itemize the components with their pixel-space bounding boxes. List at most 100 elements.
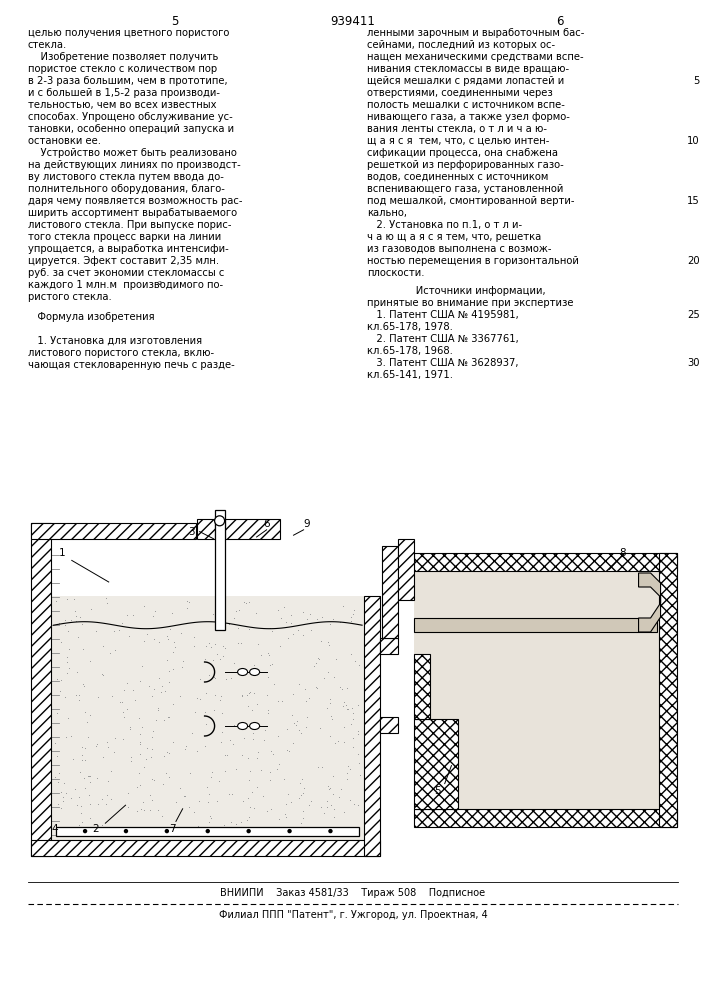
Text: сификации процесса, она снабжена: сификации процесса, она снабжена: [367, 148, 558, 158]
Bar: [380, 717, 397, 733]
Bar: [364, 596, 380, 856]
Point: [316, 759, 327, 775]
Point: [152, 702, 163, 718]
Point: [301, 611, 312, 627]
Text: 1. Патент США № 4195981,: 1. Патент США № 4195981,: [367, 310, 519, 320]
Point: [287, 626, 298, 642]
Point: [286, 794, 297, 810]
Point: [168, 634, 179, 650]
Point: [235, 635, 247, 651]
Circle shape: [287, 829, 292, 833]
Point: [194, 793, 205, 809]
Point: [267, 656, 278, 672]
Point: [126, 753, 137, 769]
Text: цируется. Эфект составит 2,35 млн.: цируется. Эфект составит 2,35 млн.: [28, 256, 219, 266]
Point: [62, 710, 74, 726]
Point: [263, 669, 274, 685]
Point: [109, 642, 120, 658]
Point: [326, 708, 337, 724]
Point: [59, 689, 71, 705]
Point: [220, 640, 231, 656]
Point: [192, 690, 203, 706]
Point: [83, 768, 95, 784]
Point: [156, 678, 168, 694]
Point: [53, 615, 64, 631]
Point: [90, 738, 102, 754]
Point: [233, 602, 245, 618]
Point: [49, 769, 61, 785]
Point: [245, 799, 256, 815]
Point: [348, 796, 359, 812]
Point: [272, 761, 284, 777]
Point: [203, 667, 214, 683]
Point: [248, 657, 259, 673]
Text: кл.65-141, 1971.: кл.65-141, 1971.: [367, 370, 453, 380]
Point: [55, 634, 66, 650]
Text: 7: 7: [169, 824, 176, 834]
Text: чающая стекловаренную печь с разде-: чающая стекловаренную печь с разде-: [28, 360, 235, 370]
Text: ностью перемещения в горизонтальной: ностью перемещения в горизонтальной: [367, 256, 579, 266]
Point: [146, 792, 158, 808]
Point: [79, 752, 90, 768]
Text: ленными зарочным и выработочным бас-: ленными зарочным и выработочным бас-: [367, 28, 585, 38]
Text: нащен механическими средствами вспе-: нащен механическими средствами вспе-: [367, 52, 583, 62]
Point: [71, 608, 82, 624]
Point: [136, 658, 147, 674]
Point: [242, 812, 253, 828]
Bar: [225, 519, 280, 539]
Point: [302, 709, 313, 725]
Point: [339, 804, 350, 820]
Point: [283, 786, 294, 802]
Point: [262, 702, 274, 718]
Point: [62, 591, 73, 607]
Point: [206, 764, 218, 780]
Point: [274, 638, 286, 654]
Point: [171, 794, 182, 810]
Point: [134, 710, 145, 726]
Point: [249, 717, 260, 733]
Point: [211, 822, 222, 838]
Point: [161, 652, 173, 668]
Point: [217, 824, 228, 840]
Text: кл.65-178, 1978.: кл.65-178, 1978.: [367, 322, 453, 332]
Point: [334, 679, 346, 695]
Point: [341, 697, 352, 713]
Point: [300, 681, 311, 697]
Point: [203, 635, 214, 651]
Point: [335, 781, 346, 797]
Point: [85, 796, 96, 812]
Point: [345, 613, 356, 629]
Text: 5: 5: [435, 786, 441, 796]
Point: [84, 653, 95, 669]
Point: [52, 796, 64, 812]
Point: [167, 696, 178, 712]
Point: [246, 721, 257, 737]
Circle shape: [328, 829, 333, 833]
Point: [315, 633, 327, 649]
Point: [60, 785, 71, 801]
Point: [158, 826, 169, 842]
Text: стекла.: стекла.: [28, 40, 67, 50]
Point: [158, 776, 169, 792]
Point: [274, 756, 285, 772]
Point: [148, 723, 159, 739]
Point: [145, 787, 156, 803]
Point: [228, 655, 240, 671]
Point: [141, 751, 152, 767]
Text: Устройство может быть реализовано: Устройство может быть реализовано: [28, 148, 237, 158]
Point: [310, 655, 321, 671]
Point: [312, 611, 323, 627]
Text: 4: 4: [52, 824, 58, 834]
Point: [83, 787, 95, 803]
Point: [327, 611, 339, 627]
Text: целью получения цветного пористого: целью получения цветного пористого: [28, 28, 229, 38]
Polygon shape: [638, 573, 660, 632]
Point: [144, 802, 156, 818]
Point: [325, 780, 336, 796]
Point: [266, 801, 277, 817]
Point: [59, 775, 70, 791]
Bar: [414, 553, 677, 571]
Point: [54, 765, 65, 781]
Point: [237, 747, 248, 763]
Point: [86, 601, 97, 617]
